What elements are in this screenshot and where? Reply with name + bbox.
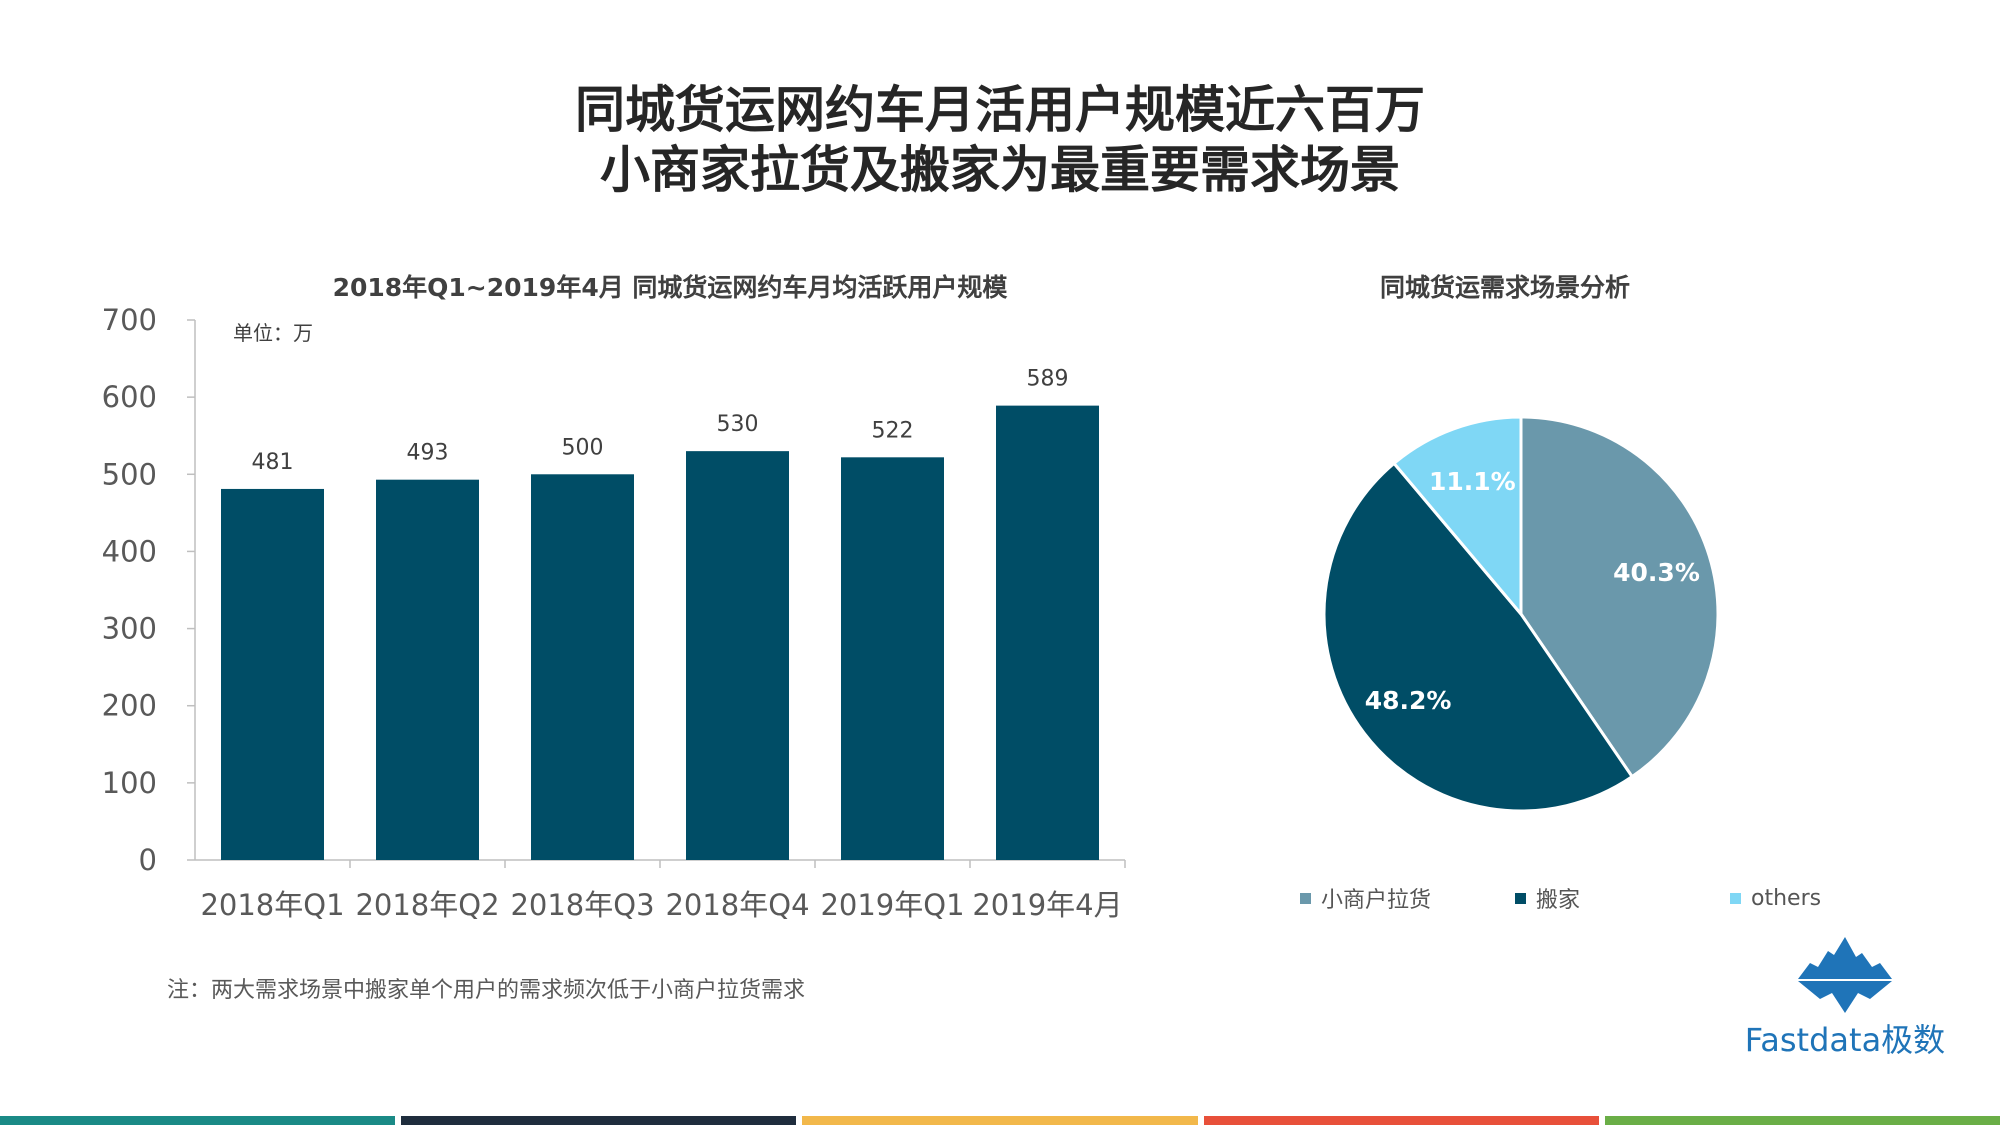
pie-chart: 40.3% 48.2% 11.1% xyxy=(1322,415,1720,813)
bar xyxy=(686,451,789,860)
pie-chart-title: 同城货运需求场景分析 xyxy=(1379,273,1630,302)
x-tick-label: 2019年4月 xyxy=(972,888,1122,922)
bar-data-label: 493 xyxy=(407,441,449,466)
x-tick-label: 2018年Q2 xyxy=(355,888,499,922)
bar-data-label: 530 xyxy=(717,412,759,437)
logo-text: Fastdata极数 xyxy=(1744,1021,1946,1059)
pie-legend: 小商户拉货 搬家 others xyxy=(1300,882,1945,914)
bar-data-label: 481 xyxy=(252,450,294,475)
strip-segment xyxy=(401,1116,797,1125)
strip-segment xyxy=(1604,1116,2000,1125)
bar-chart: 0 100 200 300 400 500 600 700 单位：万 481 2018年Q1 493 2… xyxy=(102,303,1126,922)
legend-label: others xyxy=(1751,885,1822,911)
x-tick-label: 2019年Q1 xyxy=(820,888,964,922)
bar-chart-title: 2018年Q1~2019年4月 同城货运网约车月均活跃用户规模 xyxy=(332,273,1008,302)
pie-slice xyxy=(1322,461,1635,813)
legend-item-small-merchant: 小商户拉货 xyxy=(1300,882,1515,914)
y-tick-label: 400 xyxy=(102,534,157,568)
main-title-line2: 小商家拉货及搬家为最重要需求场景 xyxy=(600,141,1400,199)
strip-segment xyxy=(802,1116,1198,1125)
legend-swatch xyxy=(1730,892,1741,904)
unit-label: 单位：万 xyxy=(233,321,313,345)
strip-segment xyxy=(0,1116,396,1125)
y-tick-label: 600 xyxy=(102,380,157,414)
y-tick-label: 300 xyxy=(102,612,157,646)
main-title-line1: 同城货运网约车月活用户规模近六百万 xyxy=(575,81,1425,139)
y-tick-label: 500 xyxy=(102,457,157,491)
strip-segment xyxy=(1203,1116,1599,1125)
y-tick-label: 200 xyxy=(102,689,157,723)
legend-swatch xyxy=(1300,892,1311,904)
legend-swatch xyxy=(1515,892,1526,904)
pie-data-label: 40.3% xyxy=(1613,558,1700,587)
x-tick-label: 2018年Q1 xyxy=(200,888,344,922)
pie-slice xyxy=(1391,415,1523,619)
y-tick-label: 700 xyxy=(102,303,157,337)
legend-label: 搬家 xyxy=(1536,888,1581,913)
pie-slice xyxy=(1519,415,1720,779)
bar xyxy=(376,479,479,860)
iceberg-logo-icon xyxy=(1798,937,1892,1013)
bar-data-label: 589 xyxy=(1027,367,1069,392)
bar xyxy=(841,457,944,860)
legend-item-others: others xyxy=(1730,882,1945,914)
main-title: 同城货运网约车月活用户规模近六百万 小商家拉货及搬家为最重要需求场景 xyxy=(0,80,2000,200)
bar xyxy=(221,488,324,860)
bottom-color-strip xyxy=(0,1116,2000,1125)
y-tick-label: 0 xyxy=(139,843,157,877)
pie-data-label: 48.2% xyxy=(1365,686,1452,715)
bar xyxy=(996,405,1099,860)
y-tick-label: 100 xyxy=(102,766,157,800)
legend-item-moving: 搬家 xyxy=(1515,882,1730,914)
x-tick-label: 2018年Q3 xyxy=(510,888,654,922)
brand-logo: Fastdata极数 xyxy=(1730,935,1960,1060)
bar-data-label: 500 xyxy=(562,435,604,460)
bar-data-label: 522 xyxy=(872,418,914,443)
bar xyxy=(531,474,634,860)
pie-data-label: 11.1% xyxy=(1429,467,1516,496)
legend-label: 小商户拉货 xyxy=(1321,888,1432,913)
footnote: 注：两大需求场景中搬家单个用户的需求频次低于小商户拉货需求 xyxy=(167,978,806,1003)
x-tick-label: 2018年Q4 xyxy=(665,888,809,922)
